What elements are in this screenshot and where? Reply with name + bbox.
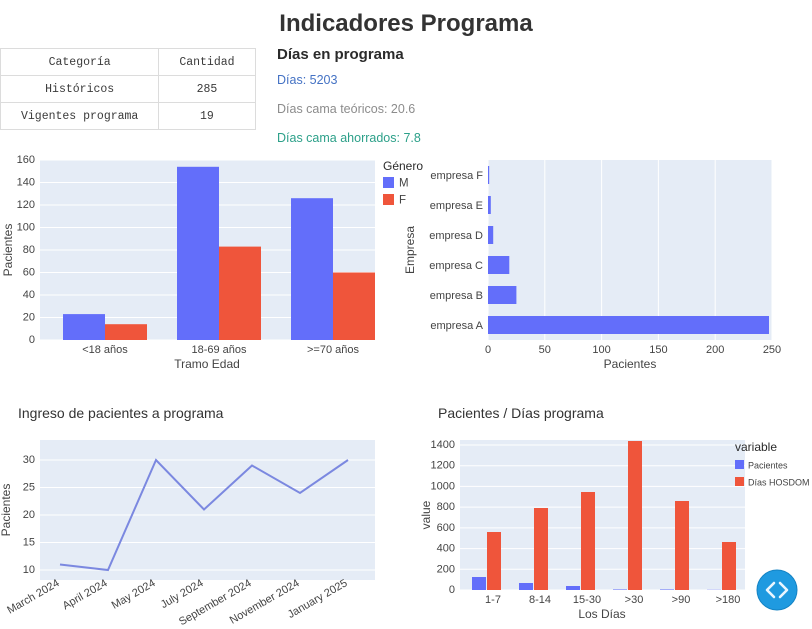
svg-text:<18 años: <18 años [82, 344, 128, 356]
svg-text:1200: 1200 [431, 460, 455, 472]
svg-text:80: 80 [23, 244, 35, 256]
svg-text:600: 600 [437, 522, 455, 534]
svg-text:0: 0 [449, 584, 455, 596]
svg-text:0: 0 [29, 334, 35, 346]
svg-text:60: 60 [23, 267, 35, 279]
svg-text:Pacientes: Pacientes [604, 357, 657, 371]
svg-text:F: F [399, 195, 406, 207]
svg-text:>=70 años: >=70 años [307, 344, 359, 356]
svg-text:400: 400 [437, 543, 455, 555]
svg-text:800: 800 [437, 501, 455, 513]
svg-text:Días HOSDOM: Días HOSDOM [748, 478, 810, 488]
svg-text:Tramo Edad: Tramo Edad [174, 357, 240, 371]
svg-text:250: 250 [763, 344, 781, 356]
svg-text:1000: 1000 [431, 480, 455, 492]
svg-text:Pacientes: Pacientes [748, 461, 788, 471]
svg-text:>30: >30 [625, 594, 644, 606]
svg-text:variable: variable [735, 440, 777, 454]
svg-text:150: 150 [649, 344, 667, 356]
svg-text:empresa E: empresa E [430, 200, 483, 212]
svg-text:100: 100 [17, 222, 35, 234]
svg-text:0: 0 [485, 344, 491, 356]
svg-text:Género: Género [383, 159, 423, 173]
svg-text:200: 200 [437, 563, 455, 575]
svg-text:Pacientes: Pacientes [1, 224, 15, 277]
svg-text:Empresa: Empresa [403, 226, 417, 274]
svg-text:Pacientes: Pacientes [0, 484, 13, 537]
svg-text:20: 20 [23, 509, 35, 521]
svg-text:50: 50 [539, 344, 551, 356]
svg-text:April 2024: April 2024 [61, 577, 110, 612]
svg-text:25: 25 [23, 482, 35, 494]
svg-text:empresa B: empresa B [430, 290, 483, 302]
svg-text:empresa F: empresa F [430, 170, 483, 182]
svg-text:10: 10 [23, 564, 35, 576]
svg-text:empresa D: empresa D [429, 230, 483, 242]
svg-text:Los Días: Los Días [578, 607, 625, 621]
svg-text:15-30: 15-30 [573, 594, 601, 606]
svg-text:120: 120 [17, 199, 35, 211]
svg-text:>90: >90 [672, 594, 691, 606]
svg-text:>180: >180 [716, 594, 741, 606]
svg-text:100: 100 [592, 344, 610, 356]
svg-text:40: 40 [23, 289, 35, 301]
svg-text:May 2024: May 2024 [110, 577, 158, 612]
svg-text:8-14: 8-14 [529, 594, 551, 606]
svg-text:1400: 1400 [431, 439, 455, 451]
svg-text:empresa A: empresa A [430, 320, 483, 332]
svg-text:20: 20 [23, 312, 35, 324]
svg-text:empresa C: empresa C [429, 260, 483, 272]
svg-text:140: 140 [17, 177, 35, 189]
svg-text:30: 30 [23, 454, 35, 466]
svg-text:18-69 años: 18-69 años [191, 344, 247, 356]
svg-text:1-7: 1-7 [485, 594, 501, 606]
svg-text:15: 15 [23, 537, 35, 549]
svg-text:160: 160 [17, 154, 35, 166]
svg-text:200: 200 [706, 344, 724, 356]
svg-text:value: value [419, 500, 433, 529]
svg-text:M: M [399, 178, 409, 190]
svg-text:March 2024: March 2024 [5, 577, 61, 616]
